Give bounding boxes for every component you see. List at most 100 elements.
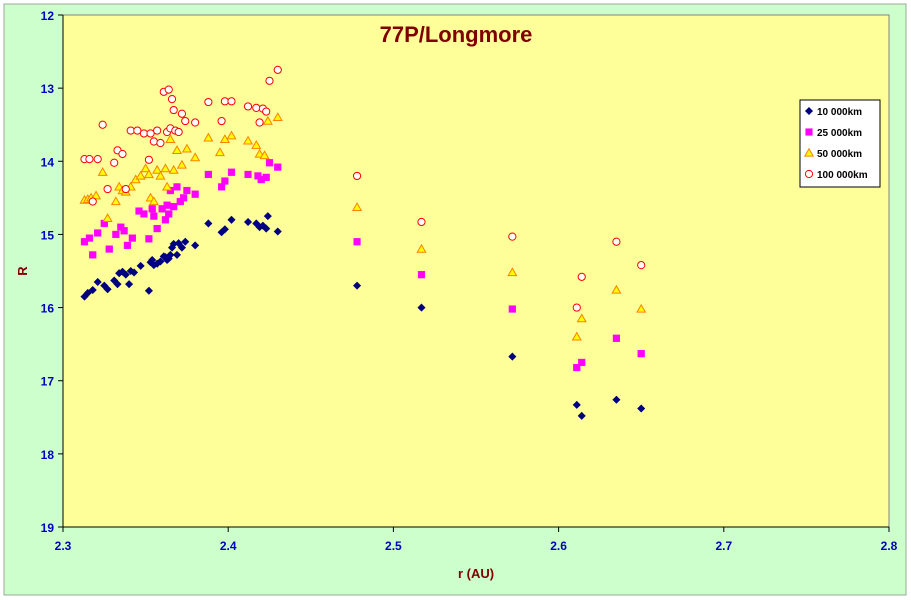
circle-point [577,272,586,281]
circle-point [352,171,362,181]
triangle-point [351,202,363,212]
circle-point [149,137,158,146]
square-point [170,203,178,211]
triangle-point [181,143,192,153]
x-axis-title: r (AU) [458,566,494,581]
circle-point [93,154,102,164]
circle-point [174,127,183,137]
diamond-point [156,257,165,266]
square-point [262,173,270,181]
diamond-point [262,224,271,233]
y-tick-label: 15 [41,228,55,242]
y-tick-label: 14 [41,155,55,169]
circle-point [85,154,94,164]
y-tick-label: 12 [41,9,55,23]
legend-diamond-symbol [804,106,814,116]
triangle-point [259,150,270,160]
square-point [508,305,516,313]
circle-point [167,95,177,104]
circle-point [121,184,130,194]
triangle-point [110,196,121,206]
circle-point [204,97,213,107]
circle-point [191,118,200,127]
y-tick-label: 18 [41,448,55,462]
diamond-point [191,241,200,250]
square-point [578,358,586,367]
triangle-point [571,331,582,341]
circle-point [572,303,581,312]
legend-circle-symbol [804,169,814,179]
diamond-point [144,286,153,295]
legend-label: 25 000km [817,128,862,139]
diamond-point [130,268,139,277]
x-tick-label: 2.3 [55,539,72,553]
legend-label: 50 000km [817,149,862,160]
triangle-point [576,313,587,323]
square-point [123,241,132,250]
diamond-point [577,411,586,420]
circle-point [508,232,517,241]
square-point [145,235,153,243]
square-point [163,201,171,209]
square-point [573,363,581,372]
square-point [637,350,645,358]
diamond-point [83,288,92,297]
circle-point [110,158,119,167]
diamond-point [103,285,112,294]
y-tick-label: 17 [41,375,55,389]
y-tick-label: 16 [41,302,55,316]
x-tick-label: 2.8 [881,539,898,553]
diamond-point [637,404,646,413]
triangle-point [214,147,226,157]
circle-point [103,184,112,194]
circle-point [164,85,173,94]
circle-point [262,107,271,116]
legend-square-symbol [805,128,813,136]
y-tick-label: 19 [41,521,55,535]
circle-point [227,97,236,106]
circle-point [144,155,154,164]
circle-point [181,116,190,126]
diamond-point [88,285,97,295]
triangle-point [636,303,647,313]
triangle-point [190,152,201,162]
triangle-point [242,135,254,145]
diamond-point [612,395,621,404]
series-circle [80,65,646,312]
legend-triangle-symbol [803,147,815,157]
square-point [105,245,113,253]
circle-point [637,261,646,270]
circle-point [273,65,282,74]
diamond-point [93,277,102,286]
circle-point [98,120,107,129]
x-tick-label: 2.4 [220,539,237,553]
diamond-point [243,217,253,227]
diamond-point [220,225,229,234]
triangle-point [251,139,262,149]
square-point [148,205,156,213]
square-point [120,227,128,235]
triangle-point [148,196,159,206]
triangle-point [152,164,163,174]
diamond-point [204,219,213,228]
square-point [227,168,236,176]
diamond-point [417,303,426,312]
series-square [80,159,645,372]
triangle-point [176,159,188,169]
series-diamond [80,212,646,420]
square-point [612,334,621,342]
square-point [140,210,148,218]
square-point [89,251,97,259]
circle-point [133,126,142,135]
square-point [80,238,89,246]
circle-point [88,197,97,206]
diamond-point [273,227,282,236]
triangle-point [168,164,179,174]
triangle-point [162,181,173,191]
square-point [153,224,161,233]
triangle-point [272,112,283,122]
y-axis-title: R [15,266,30,276]
triangle-point [160,163,171,173]
square-point [353,238,361,246]
